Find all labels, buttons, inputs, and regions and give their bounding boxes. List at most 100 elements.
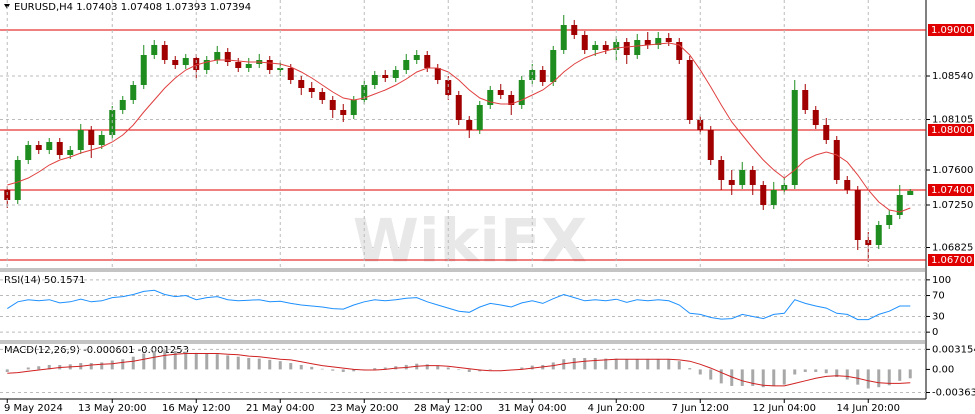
candle-body xyxy=(161,45,168,60)
y-tick-label: 1.07250 xyxy=(932,200,973,211)
macd-bar xyxy=(877,369,881,388)
candle-body xyxy=(476,105,483,130)
y-tick-label: 30 xyxy=(932,311,945,322)
macd-bar xyxy=(383,367,387,370)
y-tick-label: 0.00 xyxy=(932,364,954,375)
x-tick-label: 31 May 04:00 xyxy=(498,403,567,414)
candle-body xyxy=(392,70,399,78)
candle-body xyxy=(77,130,84,150)
candle-body xyxy=(854,190,861,240)
candle-body xyxy=(340,110,347,115)
candle-body xyxy=(896,195,903,215)
macd-bar xyxy=(761,369,765,388)
macd-bar xyxy=(205,353,209,370)
macd-bar xyxy=(814,369,818,372)
macd-bar xyxy=(131,356,135,370)
macd-bar xyxy=(467,369,471,372)
x-tick-label: 4 Jun 20:00 xyxy=(588,403,645,414)
candle-body xyxy=(98,135,105,145)
macd-bar xyxy=(677,361,681,370)
x-tick-label: 7 Jun 12:00 xyxy=(672,403,729,414)
macd-bar xyxy=(37,366,41,370)
candle-body xyxy=(172,60,179,65)
macd-bar xyxy=(100,362,104,370)
candle-body xyxy=(844,180,851,190)
y-tick-label: 100 xyxy=(932,275,951,286)
candle-body xyxy=(319,92,326,100)
macd-bar xyxy=(688,368,692,370)
macd-bar xyxy=(698,369,702,375)
macd-bar xyxy=(793,369,797,375)
macd-bar xyxy=(257,358,261,370)
candle-body xyxy=(382,75,389,78)
level-label: 1.09000 xyxy=(931,25,972,36)
candle-body xyxy=(329,100,336,110)
candle-body xyxy=(413,55,420,60)
x-tick-label: 9 May 2024 xyxy=(4,403,63,414)
candle-body xyxy=(434,68,441,80)
candle-body xyxy=(739,170,746,185)
candle-body xyxy=(287,68,294,80)
candle-body xyxy=(581,35,588,50)
candle-body xyxy=(508,95,515,105)
candle-body xyxy=(203,60,210,70)
candle-body xyxy=(214,52,221,60)
macd-bar xyxy=(173,350,177,370)
candle-body xyxy=(539,70,546,82)
macd-bar xyxy=(47,364,51,370)
candle-body xyxy=(623,42,630,55)
candle-body xyxy=(665,38,672,42)
x-tick-label: 12 Jun 04:00 xyxy=(752,403,816,414)
candle-body xyxy=(455,95,462,120)
macd-bar xyxy=(845,369,849,380)
y-tick-label: -0.003634 xyxy=(932,387,975,398)
macd-bar xyxy=(593,357,597,370)
candle-body xyxy=(371,75,378,85)
macd-bar xyxy=(635,359,639,370)
candle-body xyxy=(697,120,704,130)
macd-bar xyxy=(341,369,345,372)
macd-bar xyxy=(320,368,324,370)
macd-bar xyxy=(5,369,9,372)
y-tick-label: 1.07600 xyxy=(932,165,973,176)
candle-body xyxy=(298,80,305,88)
candle-body xyxy=(235,62,242,68)
macd-bar xyxy=(772,369,776,386)
macd-bar xyxy=(226,355,230,370)
candle-body xyxy=(497,90,504,95)
candle-body xyxy=(823,125,830,140)
macd-bar xyxy=(604,358,608,370)
macd-bar xyxy=(373,368,377,370)
candle-body xyxy=(613,42,620,50)
x-tick-label: 21 May 04:00 xyxy=(246,403,315,414)
macd-bar xyxy=(110,360,114,370)
macd-bar xyxy=(667,359,671,370)
x-tick-label: 23 May 20:00 xyxy=(330,403,399,414)
candle-body xyxy=(760,185,767,205)
x-tick-label: 16 May 12:00 xyxy=(162,403,231,414)
candle-body xyxy=(403,60,410,70)
macd-bar xyxy=(730,369,734,386)
macd-bar xyxy=(614,358,618,370)
macd-bar xyxy=(215,354,219,370)
candle-body xyxy=(14,160,21,200)
macd-bar xyxy=(289,363,293,370)
candle-body xyxy=(88,130,95,145)
candle-body xyxy=(182,58,189,65)
rsi-title: RSI(14) 50.1571 xyxy=(4,275,85,286)
macd-bar xyxy=(436,365,440,370)
candle-body xyxy=(707,130,714,160)
macd-bar xyxy=(121,359,125,370)
macd-bar xyxy=(782,369,786,385)
chart-title: EURUSD,H4 1.07403 1.07408 1.07393 1.0739… xyxy=(14,2,251,13)
candle-body xyxy=(686,60,693,120)
candle-body xyxy=(907,191,914,195)
candle-body xyxy=(140,55,147,85)
candle-body xyxy=(802,90,809,110)
macd-bar xyxy=(247,357,251,370)
candle-body xyxy=(886,215,893,225)
macd-bar xyxy=(310,366,314,370)
macd-bar xyxy=(163,350,167,370)
